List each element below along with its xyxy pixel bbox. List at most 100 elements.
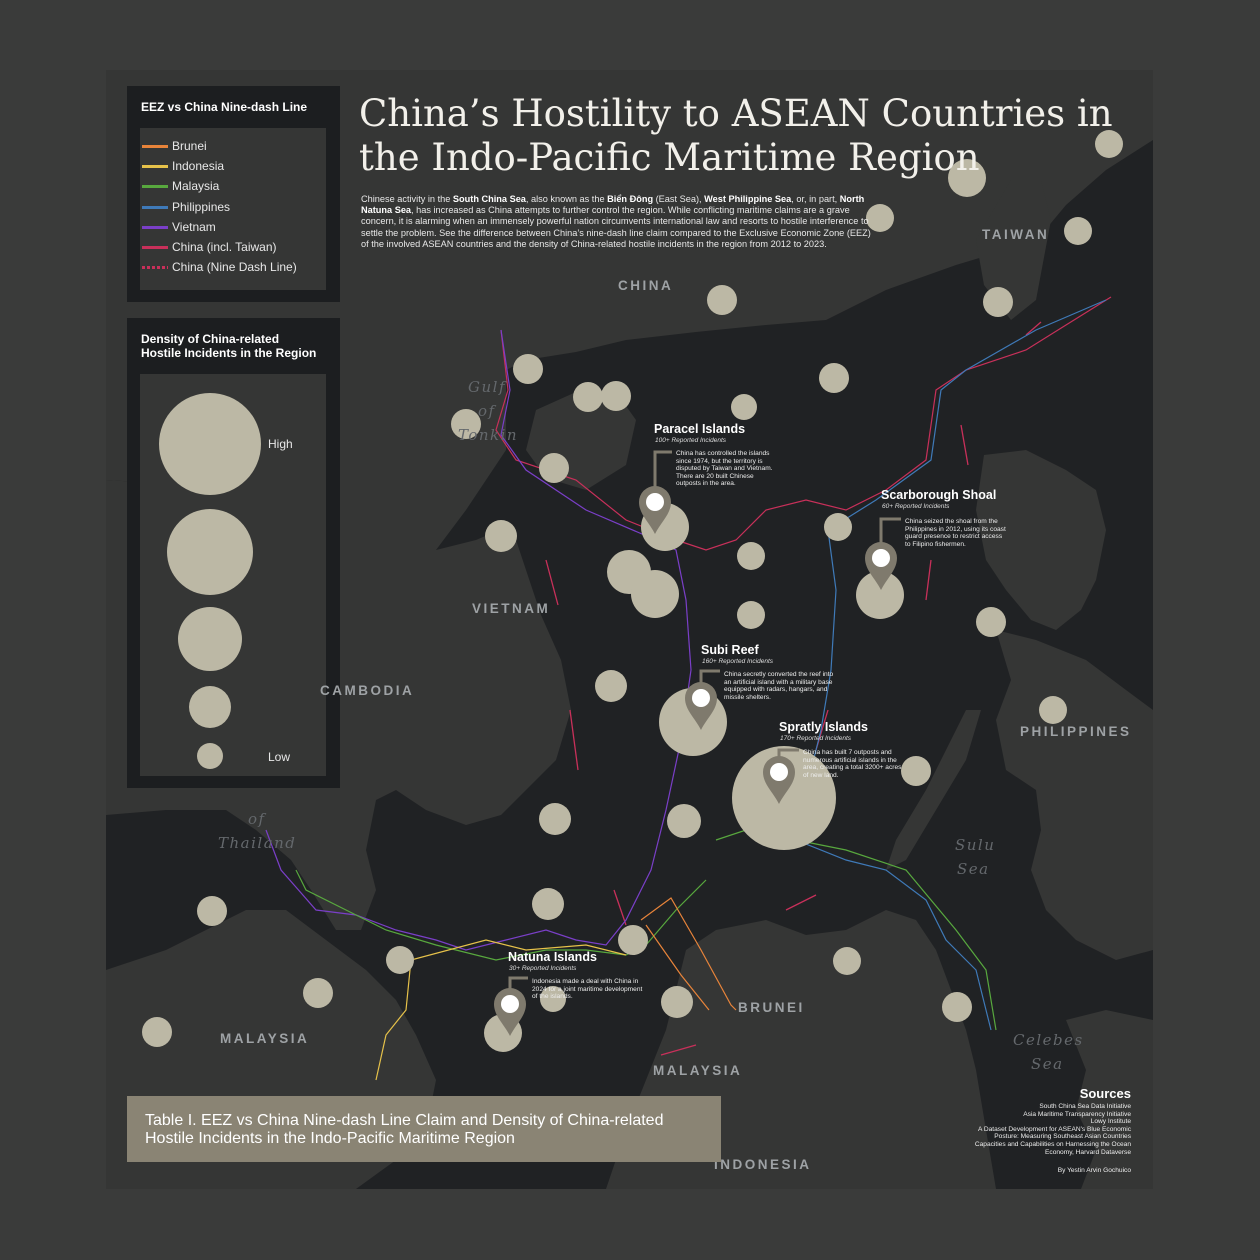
callout-paracel-name: Paracel Islands: [654, 422, 746, 436]
label-cambodia: CAMBODIA: [320, 683, 415, 698]
incident-circle: [303, 978, 333, 1008]
incident-circle: [731, 394, 757, 420]
label-malaysia-east: MALAYSIA: [653, 1063, 743, 1078]
legend-item-brunei: Brunei: [142, 138, 207, 154]
incident-circle: [983, 287, 1013, 317]
eez-boundaries: [265, 296, 1112, 1081]
sources-line: Lowy Institute: [1090, 1118, 1131, 1126]
incident-circle: [539, 453, 569, 483]
sources-line: Capacities and Capabilities on Harnessin…: [974, 1141, 1131, 1148]
eez-legend-list: Brunei Indonesia Malaysia Philippines Vietna…: [140, 128, 326, 290]
density-low-label: Low: [268, 750, 291, 764]
callout-natuna-desc: Indonesia made a deal with China in 2024…: [532, 978, 643, 1001]
pin-center: [872, 549, 890, 567]
incident-circle: [618, 925, 648, 955]
incident-circle: [451, 409, 481, 439]
intro-run: North Natuna Sea: [361, 194, 865, 216]
legend-label: Indonesia: [172, 159, 225, 174]
legend-label: China (Nine Dash Line): [172, 260, 297, 275]
callout-paracel-desc: China has controlled the islands since 1…: [676, 450, 773, 488]
incident-circle: [1095, 130, 1123, 158]
legend-swatch: [142, 225, 168, 229]
incident-circle: [866, 204, 894, 232]
incident-circle: [833, 947, 861, 975]
pin-center: [646, 493, 664, 511]
intro-run: South China Sea: [452, 194, 526, 204]
sources-line: Economy, Harvard Dataverse: [1045, 1148, 1131, 1156]
sources-line: A Dataset Development for ASEAN's Blue E…: [978, 1125, 1131, 1133]
land-visayas-mindanao: [996, 630, 1153, 960]
label-indonesia: INDONESIA: [714, 1157, 812, 1172]
water-of-tonkin: of: [478, 402, 496, 420]
callout-scarborough-name: Scarborough Shoal: [881, 488, 997, 502]
callout-spratly-count: 170+ Reported Incidents: [780, 735, 852, 742]
eez-brunei: [640, 897, 737, 1011]
legend-swatch: [142, 205, 168, 209]
legend-label: Malaysia: [172, 179, 220, 194]
table-caption-text: Table I. EEZ vs China Nine-dash Line Cla…: [145, 1112, 664, 1147]
incident-circle: [631, 570, 679, 618]
title-line-2: the Indo-Pacific Maritime Region: [359, 136, 980, 179]
intro-run: (East Sea),: [653, 194, 705, 204]
label-brunei: BRUNEI: [738, 1000, 805, 1015]
incident-circle: [732, 746, 836, 850]
eez-philippines: [795, 299, 1107, 1031]
callout-scarborough-desc: China seized the shoal from the Philippi…: [905, 518, 1006, 548]
density-circle-sm: [189, 686, 231, 728]
water-gulf-of: of: [248, 810, 266, 828]
pin-center: [501, 995, 519, 1013]
map-pin-icon: [639, 450, 672, 534]
label-philippines: PHILIPPINES: [1020, 724, 1132, 739]
incident-circle: [901, 756, 931, 786]
callout-scarborough-count: 60+ Reported Incidents: [882, 503, 950, 510]
pin-center: [770, 763, 788, 781]
density-legend-scale: High Low: [140, 374, 326, 776]
map-pin-icon: [763, 748, 799, 804]
land-sulawesi: [1066, 1010, 1153, 1189]
legend-label: Vietnam: [172, 219, 216, 234]
incident-circle: [540, 986, 566, 1012]
water-sulu: Sulu: [955, 836, 996, 854]
water-tonkin: Tonkin: [458, 426, 519, 444]
sources-credit: By Yestin Arvin Gochuico: [1057, 1166, 1131, 1174]
legend-item-indonesia: Indonesia: [142, 158, 225, 174]
eez-indonesia: [375, 939, 627, 1081]
label-china: CHINA: [618, 278, 674, 293]
callout-paracel-count: 100+ Reported Incidents: [655, 437, 727, 444]
incident-circle: [601, 381, 631, 411]
incident-circle: [142, 1017, 172, 1047]
incident-circle: [532, 888, 564, 920]
label-taiwan: TAIWAN: [982, 227, 1050, 242]
water-gulf: Gulf: [468, 378, 506, 396]
water-sulu-sea: Sea: [957, 860, 990, 878]
map-title: China’s Hostility to ASEAN Countries in …: [359, 92, 1119, 180]
incident-circle: [707, 285, 737, 315]
water-celebes-sea: Sea: [1031, 1055, 1064, 1073]
legend-item-philippines: Philippines: [142, 199, 230, 215]
callout-spratly-desc: China has built 7 outposts and numerous …: [803, 749, 902, 779]
intro-run: Chinese activity in the: [361, 194, 453, 204]
table-caption: Table I. EEZ vs China Nine-dash Line Cla…: [127, 1096, 721, 1162]
eez-legend-title: EEZ vs China Nine-dash Line: [141, 100, 308, 114]
legend-label: China (incl. Taiwan): [172, 240, 277, 254]
sources-title: Sources: [1079, 1086, 1131, 1101]
land-taiwan: [976, 180, 1051, 320]
intro-run: , or, in part,: [791, 194, 840, 204]
intro-run: , also known as the: [525, 194, 608, 204]
density-circle-xs: [197, 743, 223, 769]
eez-vietnam: [265, 329, 692, 951]
incident-circle: [976, 607, 1006, 637]
legend-item-vietnam: Vietnam: [142, 219, 216, 235]
intro-run: Biển Đông: [607, 194, 654, 204]
legend-swatch: [142, 145, 168, 148]
incident-circle: [513, 354, 543, 384]
density-title-line-2: Hostile Incidents in the Region: [141, 346, 317, 360]
incident-circle: [948, 159, 986, 197]
callout-leader-line: [653, 450, 672, 494]
title-line-1: China’s Hostility to ASEAN Countries in: [359, 92, 1113, 135]
density-scale-circles: [159, 393, 261, 769]
intro-paragraph: Chinese activity in the South China Sea,…: [361, 194, 871, 250]
sources-line: South China Sea Data Initiative: [1039, 1103, 1131, 1110]
legend-swatch: [142, 165, 168, 169]
density-circle-lg: [167, 509, 253, 595]
